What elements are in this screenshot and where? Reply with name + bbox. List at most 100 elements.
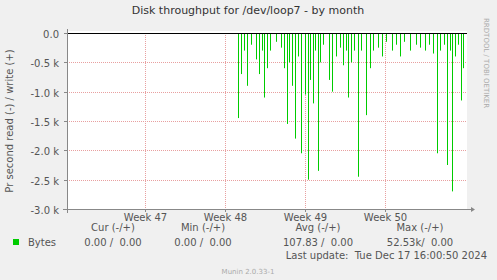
bar <box>244 33 245 51</box>
bar <box>315 33 316 51</box>
bar <box>452 33 453 191</box>
summary-value: 52.53k/ 0.00 <box>387 237 453 248</box>
y-grid-line <box>67 33 467 34</box>
bar <box>370 33 371 68</box>
bar <box>287 33 288 124</box>
bar <box>256 33 257 59</box>
bar <box>310 33 311 80</box>
footer: Munin 2.0.33-1 <box>222 268 275 276</box>
y-tick-label: -2.5 k <box>31 176 60 187</box>
bar <box>284 33 285 68</box>
bar <box>361 33 362 51</box>
summary-header: Max (-/+) <box>396 222 443 233</box>
x-axis <box>63 209 471 210</box>
y-tick <box>64 33 67 34</box>
bar <box>247 33 248 86</box>
y-grid-line <box>67 92 467 93</box>
bar <box>378 33 379 48</box>
bar <box>351 33 352 62</box>
bar <box>270 33 271 51</box>
y-tick <box>64 92 67 93</box>
summary-header: Avg (-/+) <box>296 222 341 233</box>
summary-header: Min (-/+) <box>181 222 225 233</box>
bar <box>281 33 282 48</box>
bar <box>458 33 459 45</box>
bar <box>241 33 242 74</box>
summary-header: Cur (-/+) <box>91 222 135 233</box>
bar <box>416 33 417 45</box>
bar <box>251 33 252 45</box>
title: Disk throughput for /dev/loop7 - by mont… <box>132 4 365 17</box>
x-grid-line <box>145 33 146 209</box>
bar <box>289 33 290 62</box>
bar <box>238 33 239 118</box>
bar <box>295 33 296 139</box>
x-grid-line <box>225 33 226 209</box>
bar <box>463 33 464 68</box>
bar <box>447 33 448 165</box>
bar <box>461 33 462 100</box>
x-grid-line <box>385 33 386 209</box>
data-group <box>239 33 464 191</box>
y-tick-label: 0.0 <box>43 29 59 40</box>
bar <box>392 33 393 51</box>
watermark: RRDTOOL / TOBI OETIKER <box>482 18 490 108</box>
bar <box>346 33 347 51</box>
y-tick-label: -2.0 k <box>31 146 60 157</box>
bar <box>358 33 359 177</box>
bar <box>437 33 438 153</box>
y-tick <box>64 121 67 122</box>
bar <box>396 33 397 45</box>
bar <box>259 33 260 74</box>
legend-label: Bytes <box>28 237 56 248</box>
bar <box>267 33 268 68</box>
bar <box>444 33 445 45</box>
bar <box>410 33 411 51</box>
bar <box>429 33 430 45</box>
bar <box>292 33 293 86</box>
bar <box>354 33 355 51</box>
y-tick-label: -3.0 k <box>31 205 60 216</box>
last-update: Last update: Tue Dec 17 16:00:50 2024 <box>286 250 487 261</box>
y-axis-label: Pr second read (-) / write (+) <box>4 49 15 192</box>
y-tick <box>64 180 67 181</box>
y-tick <box>64 62 67 63</box>
bar <box>329 33 330 80</box>
zero-line <box>67 33 467 34</box>
bar <box>308 33 309 180</box>
bar <box>343 33 344 65</box>
bar <box>313 33 314 103</box>
y-grid-line <box>67 121 467 122</box>
y-grid-line <box>67 180 467 181</box>
bar <box>404 33 405 42</box>
bar <box>400 33 401 56</box>
bar <box>366 33 367 115</box>
bar <box>386 33 387 42</box>
bar <box>382 33 383 56</box>
summary-value: 107.83 / 0.00 <box>283 237 353 248</box>
bar <box>450 33 451 51</box>
legend-swatch <box>13 239 19 245</box>
bar <box>373 33 374 51</box>
x-grid-line <box>305 33 306 209</box>
bar <box>298 33 299 56</box>
bar <box>276 33 277 42</box>
y-tick <box>64 150 67 151</box>
y-tick-label: -0.5 k <box>31 58 60 69</box>
bar <box>440 33 441 51</box>
y-grid-line <box>67 150 467 151</box>
plot-area <box>67 31 467 209</box>
bar <box>323 33 324 45</box>
bar <box>340 33 341 48</box>
bar <box>332 33 333 92</box>
bar <box>433 33 434 54</box>
bar <box>455 33 456 56</box>
bar <box>320 33 321 62</box>
x-axis-arrow <box>471 207 475 212</box>
bar <box>336 33 337 56</box>
y-tick-label: -1.0 k <box>31 88 60 99</box>
summary-value: 0.00 / 0.00 <box>84 237 141 248</box>
bar <box>305 33 306 95</box>
y-axis <box>67 29 68 213</box>
bar <box>420 33 421 48</box>
